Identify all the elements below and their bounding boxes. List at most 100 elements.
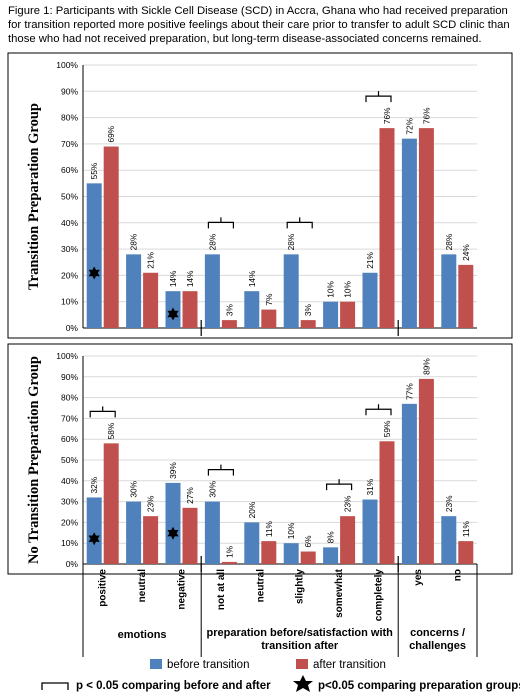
data-label: 58% xyxy=(106,422,116,439)
data-label: 11% xyxy=(461,521,471,538)
y-tick-label: 70% xyxy=(61,139,78,149)
x-category-label: not at all xyxy=(216,569,227,610)
data-label: 76% xyxy=(421,107,431,124)
significance-bracket xyxy=(286,217,313,229)
y-tick-label: 30% xyxy=(61,497,78,507)
data-label: 10% xyxy=(326,280,336,297)
significance-bracket xyxy=(326,479,353,491)
legend-star-symbol xyxy=(293,675,313,692)
bar-before-1 xyxy=(126,501,142,564)
bar-before-0 xyxy=(86,497,102,564)
bar-after-1 xyxy=(143,516,159,564)
panel-transition-preparation: 0% 10% 20% 30% 40% 50% 60% 70% 80% 90% 100% Transit… xyxy=(7,52,513,339)
bar-before-5 xyxy=(283,254,299,328)
group-label-concerns: concerns / challenges xyxy=(409,627,466,652)
bar-after-7 xyxy=(379,128,395,328)
bar-before-6 xyxy=(323,547,339,564)
data-label: 55% xyxy=(89,162,99,179)
bar-after-2 xyxy=(182,507,198,564)
bar-before-9 xyxy=(441,516,457,564)
bar-before-3 xyxy=(204,501,220,564)
data-label: 28% xyxy=(444,233,454,250)
significance-bracket xyxy=(207,464,234,476)
significance-bracket xyxy=(207,217,234,229)
bar-before-4 xyxy=(244,522,260,564)
y-tick-label: 90% xyxy=(61,86,78,96)
y-tick-label: 40% xyxy=(61,476,78,486)
bar-after-4 xyxy=(261,309,277,328)
data-label: 89% xyxy=(421,358,431,375)
x-category-label: neutral xyxy=(255,569,266,603)
bar-after-4 xyxy=(261,541,277,564)
bar-before-5 xyxy=(283,543,299,564)
data-label: 3% xyxy=(303,303,313,316)
legend-after-swatch xyxy=(296,659,308,669)
legend-after-label: after transition xyxy=(313,659,386,671)
bar-before-8 xyxy=(401,403,417,564)
bar-after-6 xyxy=(340,301,356,328)
bar-before-8 xyxy=(401,138,417,328)
y-axis-label: Transition Preparation Group xyxy=(26,103,42,290)
y-tick-label: 10% xyxy=(61,538,78,548)
legend-bracket-symbol xyxy=(41,682,69,690)
y-tick-label: 20% xyxy=(61,517,78,527)
data-label: 59% xyxy=(382,420,392,437)
bar-before-1 xyxy=(126,254,142,328)
y-tick-label: 70% xyxy=(61,413,78,423)
preparation-star-0 xyxy=(88,532,100,546)
y-tick-label: 80% xyxy=(61,113,78,123)
bar-before-7 xyxy=(362,499,378,564)
data-label: 23% xyxy=(343,495,353,512)
y-tick-label: 60% xyxy=(61,165,78,175)
data-label: 21% xyxy=(146,252,156,269)
data-label: 28% xyxy=(129,233,139,250)
bar-before-4 xyxy=(244,291,260,328)
y-tick-label: 10% xyxy=(61,297,78,307)
data-label: 11% xyxy=(264,521,274,538)
data-label: 10% xyxy=(343,280,353,297)
panel-border xyxy=(7,343,513,575)
data-label: 24% xyxy=(461,244,471,261)
data-label: 10% xyxy=(286,522,296,539)
preparation-star-2 xyxy=(167,526,179,540)
data-label: 3% xyxy=(224,303,234,316)
preparation-star-0 xyxy=(88,266,100,280)
data-label: 28% xyxy=(286,233,296,250)
y-tick-label: 0% xyxy=(66,323,79,333)
bar-before-9 xyxy=(441,254,457,328)
data-label: 31% xyxy=(365,478,375,495)
x-axis-category-labels: positive neutral negative not at all neutral… xyxy=(98,568,464,621)
x-category-label: no xyxy=(452,569,463,581)
y-tick-label: 100% xyxy=(56,60,78,70)
data-label: 14% xyxy=(185,270,195,287)
data-label: 23% xyxy=(146,495,156,512)
bar-after-0 xyxy=(103,146,119,328)
x-category-label: slightly xyxy=(295,569,306,604)
bar-after-3 xyxy=(221,561,237,564)
x-category-label: yes xyxy=(413,569,424,586)
legend-star-note: p<0.05 comparing preparation groups xyxy=(318,680,520,692)
data-label: 27% xyxy=(185,487,195,504)
significance-bracket xyxy=(89,406,116,418)
y-tick-label: 0% xyxy=(66,559,79,569)
bar-after-2 xyxy=(182,291,198,328)
data-label: 14% xyxy=(168,270,178,287)
bar-before-6 xyxy=(323,301,339,328)
preparation-star-2 xyxy=(167,307,179,321)
x-axis-group-labels: emotions preparation before/satisfaction … xyxy=(82,564,478,657)
bar-after-0 xyxy=(103,443,119,564)
bar-after-7 xyxy=(379,441,395,564)
bar-before-0 xyxy=(86,183,102,328)
data-label: 20% xyxy=(247,501,257,518)
figure-caption: Figure 1: Participants with Sickle Cell … xyxy=(8,5,510,45)
y-tick-label: 30% xyxy=(61,244,78,254)
x-category-label: somewhat xyxy=(334,568,345,618)
y-tick-label: 60% xyxy=(61,434,78,444)
data-label: 28% xyxy=(207,233,217,250)
y-axis-label: No Transition Preparation Group xyxy=(26,356,42,564)
bar-after-9 xyxy=(458,541,474,564)
data-label: 7% xyxy=(264,293,274,306)
legend-before-swatch xyxy=(150,659,162,669)
bar-after-1 xyxy=(143,272,159,328)
